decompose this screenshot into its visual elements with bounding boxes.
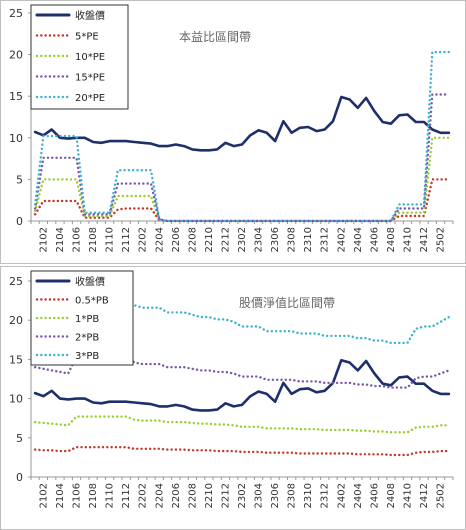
y-tick-label: 5 (16, 173, 23, 186)
y-tick-label: 0 (16, 471, 23, 484)
x-tick-label: 2304 (254, 483, 265, 508)
x-tick-label: 2306 (270, 483, 281, 508)
series-line-2 (33, 415, 451, 434)
legend-box (30, 270, 134, 366)
pe-band-chart-svg: 0 5 10 15 20 25 2102 2104 2106 2108 2110 2112 2202 22… (9, 4, 454, 252)
x-tick-label: 2208 (187, 227, 198, 252)
pb-band-chart-svg: 0 5 10 15 20 25 2102 2104 2106 2108 2110 2112 2202 22… (9, 270, 454, 508)
x-tick-label: 2312 (320, 227, 331, 252)
x-tick-label: 2102 (38, 227, 49, 252)
x-tick-label: 2408 (386, 483, 397, 508)
x-tick-label: 2406 (369, 483, 380, 508)
x-tick-label: 2210 (204, 227, 215, 252)
x-tick-label: 2206 (171, 227, 182, 252)
x-tick-label: 2412 (419, 483, 430, 508)
chart-title: 本益比區間帶 (179, 30, 251, 44)
y-tick-label: 15 (9, 90, 23, 103)
legend-label-0: 收盤價 (75, 9, 105, 22)
series-line-2 (33, 136, 451, 223)
legend-label-1: 0.5*PB (75, 296, 109, 307)
series-line-3 (33, 93, 451, 223)
x-tick-label: 2202 (138, 483, 149, 508)
x-tick-label: 2212 (220, 227, 231, 252)
legend-label-0: 收盤價 (75, 275, 105, 288)
x-tick-label: 2302 (237, 483, 248, 508)
x-tick-label: 2412 (419, 227, 430, 252)
x-tick-label: 2308 (287, 483, 298, 508)
x-tick-label: 2202 (138, 227, 149, 252)
x-tick-label: 2110 (105, 483, 116, 508)
x-tick-label: 2112 (121, 227, 132, 252)
x-tick-label: 2410 (402, 483, 413, 508)
legend-label-4: 20*PE (75, 93, 105, 104)
pe-band-chart: 0 5 10 15 20 25 2102 2104 2106 2108 2110 2112 2202 22… (0, 0, 466, 264)
x-tick-label: 2104 (55, 483, 66, 508)
x-tick-label: 2402 (336, 483, 347, 508)
x-tick-label: 2106 (72, 227, 83, 252)
legend-label-3: 2*PB (75, 333, 99, 344)
x-tick-label: 2310 (303, 227, 314, 252)
y-tick-label: 10 (9, 393, 23, 406)
x-tick-label: 2208 (187, 483, 198, 508)
y-tick-label: 20 (9, 314, 23, 327)
x-tick-label: 2312 (320, 483, 331, 508)
x-tick-label: 2310 (303, 483, 314, 508)
y-tick-label: 10 (9, 132, 23, 145)
series-line-4 (33, 50, 451, 223)
x-tick-label: 2108 (88, 483, 99, 508)
x-tick-label: 2110 (105, 227, 116, 252)
x-tick-label: 2410 (402, 227, 413, 252)
y-tick-label: 25 (9, 7, 23, 20)
x-tick-label: 2210 (204, 483, 215, 508)
y-tick-label: 20 (9, 49, 23, 62)
x-tick-label: 2112 (121, 483, 132, 508)
x-tick-label: 2212 (220, 483, 231, 508)
chart-title: 股價淨值比區間帶 (239, 295, 335, 310)
y-tick-label: 25 (9, 275, 23, 288)
legend-label-4: 3*PB (75, 351, 99, 362)
x-tick-label: 2406 (369, 227, 380, 252)
x-tick-label: 2402 (336, 227, 347, 252)
x-tick-label: 2308 (287, 227, 298, 252)
x-tick-label: 2404 (353, 483, 364, 508)
x-tick-label: 2204 (154, 483, 165, 508)
x-tick-label: 2502 (436, 227, 447, 252)
x-tick-label: 2104 (55, 227, 66, 252)
y-tick-label: 15 (9, 353, 23, 366)
legend-box (30, 4, 129, 110)
series-line-1 (33, 178, 451, 223)
y-tick-label: 5 (16, 432, 23, 445)
x-tick-label: 2306 (270, 227, 281, 252)
x-tick-label: 2404 (353, 227, 364, 252)
legend-label-2: 1*PB (75, 314, 99, 325)
series-line-0 (33, 358, 451, 412)
legend-label-3: 15*PE (75, 73, 105, 84)
x-tick-label: 2102 (38, 483, 49, 508)
x-tick-label: 2502 (436, 483, 447, 508)
series-line-1 (33, 445, 451, 457)
y-tick-label: 0 (16, 215, 23, 228)
x-tick-label: 2302 (237, 227, 248, 252)
x-tick-label: 2408 (386, 227, 397, 252)
pb-band-chart: 0 5 10 15 20 25 2102 2104 2106 2108 2110 2112 2202 22… (0, 266, 466, 530)
series-line-0 (33, 95, 451, 152)
legend-label-1: 5*PE (75, 32, 99, 43)
x-tick-label: 2206 (171, 483, 182, 508)
legend-label-2: 10*PE (75, 52, 105, 63)
x-tick-label: 2204 (154, 227, 165, 252)
x-tick-label: 2106 (72, 483, 83, 508)
x-tick-label: 2108 (88, 227, 99, 252)
x-tick-label: 2304 (254, 227, 265, 252)
series-line-3 (33, 355, 451, 389)
